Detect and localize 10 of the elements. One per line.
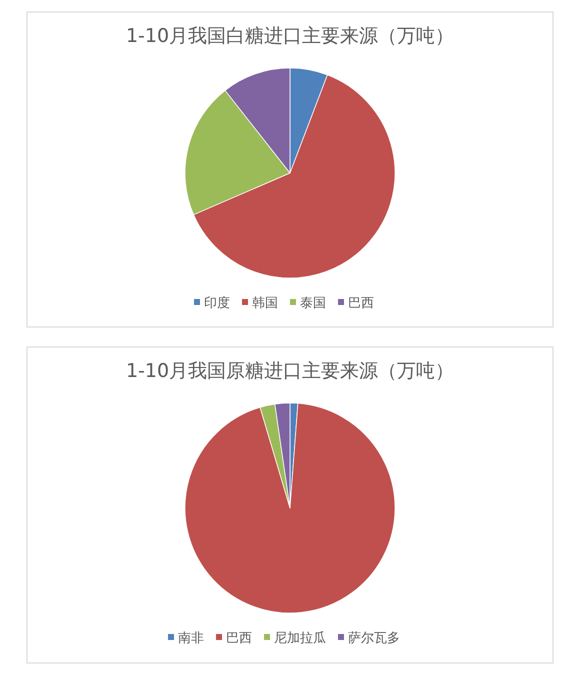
chart-title: 1-10月我国白糖进口主要来源（万吨）	[126, 25, 454, 47]
legend-label: 巴西	[226, 631, 252, 646]
legend-label: 印度	[204, 295, 230, 311]
legend-label: 萨尔瓦多	[348, 631, 400, 646]
legend-label: 巴西	[348, 296, 374, 311]
chart-title: 1-10月我国原糖进口主要来源（万吨）	[126, 360, 454, 382]
legend-label: 泰国	[300, 296, 326, 311]
legend-label: 尼加拉瓜	[274, 631, 326, 646]
legend-label: 南非	[178, 631, 204, 646]
legend-label: 韩国	[252, 296, 278, 311]
